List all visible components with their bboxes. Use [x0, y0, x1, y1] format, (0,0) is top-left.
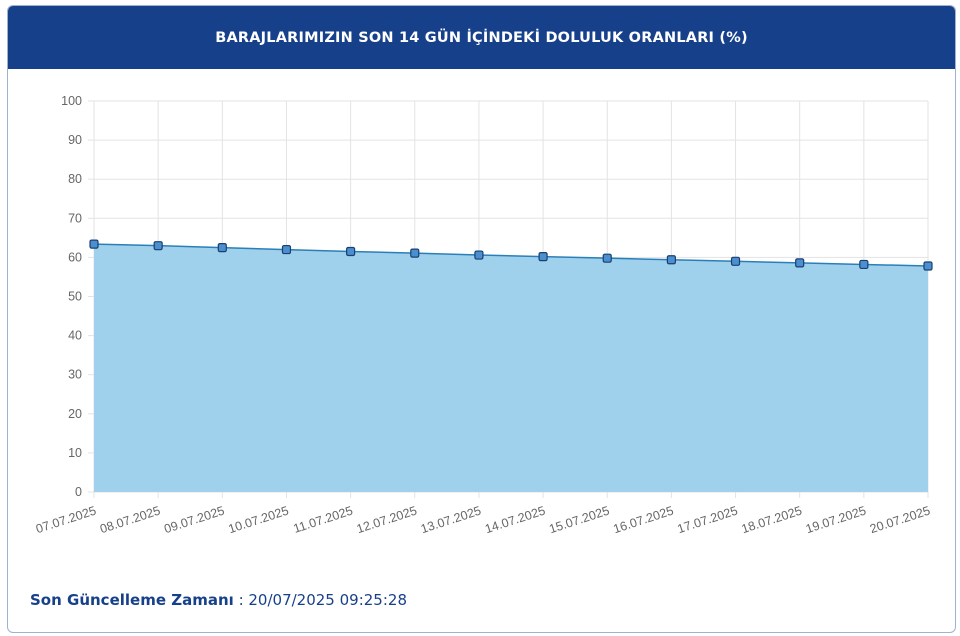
x-axis-ticks: 07.07.2025 08.07.2025 09.07.2025 10.07.2025… — [34, 504, 932, 537]
x-tick-label: 17.07.2025 — [676, 504, 740, 537]
data-point — [923, 261, 933, 271]
data-points — [89, 239, 933, 271]
data-point — [795, 258, 805, 268]
x-tick-label: 14.07.2025 — [483, 504, 547, 537]
data-point — [666, 255, 676, 265]
last-update-label: Son Güncelleme Zamanı — [30, 591, 234, 609]
last-update-value: 20/07/2025 09:25:28 — [248, 591, 407, 609]
y-tick-label: 60 — [68, 250, 82, 264]
x-tick-label: 15.07.2025 — [547, 504, 611, 537]
data-point — [474, 250, 484, 260]
data-point — [859, 259, 869, 270]
data-point — [217, 243, 227, 253]
data-point — [410, 248, 420, 258]
y-tick-label: 10 — [68, 446, 82, 460]
y-tick-label: 40 — [68, 329, 82, 343]
x-tick-label: 19.07.2025 — [804, 504, 868, 537]
series-area — [93, 243, 929, 492]
chart-title: BARAJLARIMIZIN SON 14 GÜN İÇİNDEKİ DOLUL… — [215, 29, 748, 46]
data-point — [730, 256, 741, 266]
x-tick-label: 16.07.2025 — [611, 504, 675, 537]
y-tick-label: 80 — [68, 172, 82, 186]
x-tick-label: 18.07.2025 — [740, 504, 804, 537]
data-point — [89, 239, 99, 249]
y-tick-label: 30 — [68, 368, 82, 382]
data-point — [602, 253, 612, 263]
chart-card: BARAJLARIMIZIN SON 14 GÜN İÇİNDEKİ DOLUL… — [7, 5, 956, 633]
data-point — [346, 246, 356, 257]
x-tick-label: 11.07.2025 — [292, 504, 355, 536]
x-tick-label: 09.07.2025 — [162, 504, 226, 537]
x-tick-label: 07.07.2025 — [34, 504, 98, 537]
series-line — [93, 243, 929, 267]
chart-header: BARAJLARIMIZIN SON 14 GÜN İÇİNDEKİ DOLUL… — [8, 6, 955, 69]
y-tick-label: 50 — [68, 290, 82, 304]
y-tick-label: 90 — [68, 133, 82, 147]
last-update-separator: : — [233, 591, 249, 609]
data-point — [538, 252, 548, 262]
x-tick-label: 20.07.2025 — [868, 504, 932, 537]
x-tick-label: 10.07.2025 — [227, 504, 291, 537]
area-fill — [94, 244, 928, 492]
x-tick-label: 08.07.2025 — [98, 504, 162, 537]
data-point — [153, 241, 163, 251]
y-tick-label: 100 — [61, 94, 82, 108]
y-axis-ticks: 0 10 20 30 40 50 60 70 80 90 100 — [61, 94, 82, 499]
y-tick-label: 0 — [75, 485, 82, 499]
area-chart: 0 10 20 30 40 50 60 70 80 90 100 07.07.2025 08.07.2… — [34, 94, 933, 537]
last-update: Son Güncelleme Zamanı : 20/07/2025 09:25… — [30, 591, 407, 609]
y-tick-label: 70 — [68, 211, 82, 225]
x-tick-label: 13.07.2025 — [419, 504, 483, 537]
data-point — [281, 244, 292, 255]
x-tick-label: 12.07.2025 — [355, 504, 419, 537]
y-tick-label: 20 — [68, 407, 82, 421]
